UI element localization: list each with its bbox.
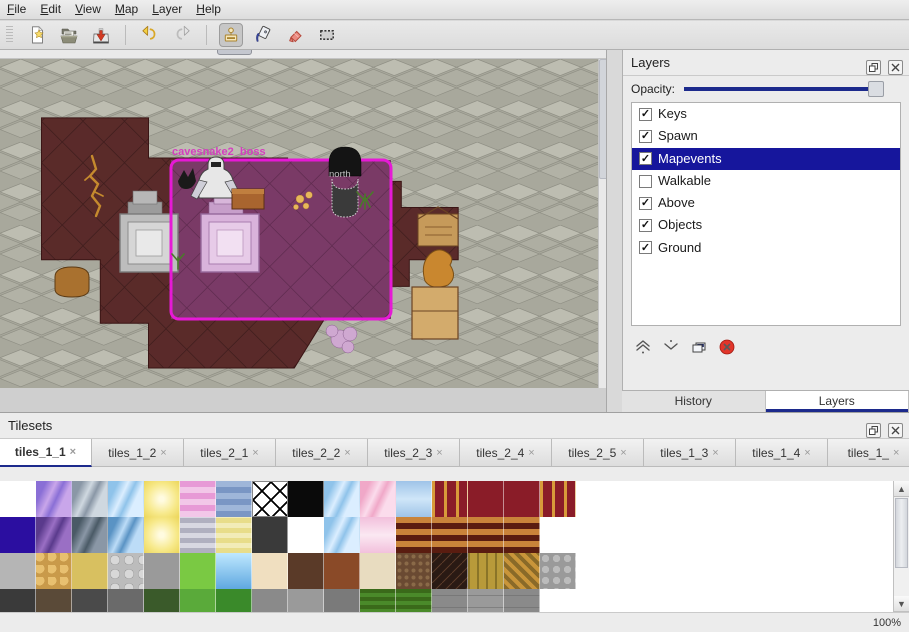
svg-text:cavesnake2_boss: cavesnake2_boss — [172, 146, 266, 158]
svg-text:north: north — [329, 169, 351, 180]
